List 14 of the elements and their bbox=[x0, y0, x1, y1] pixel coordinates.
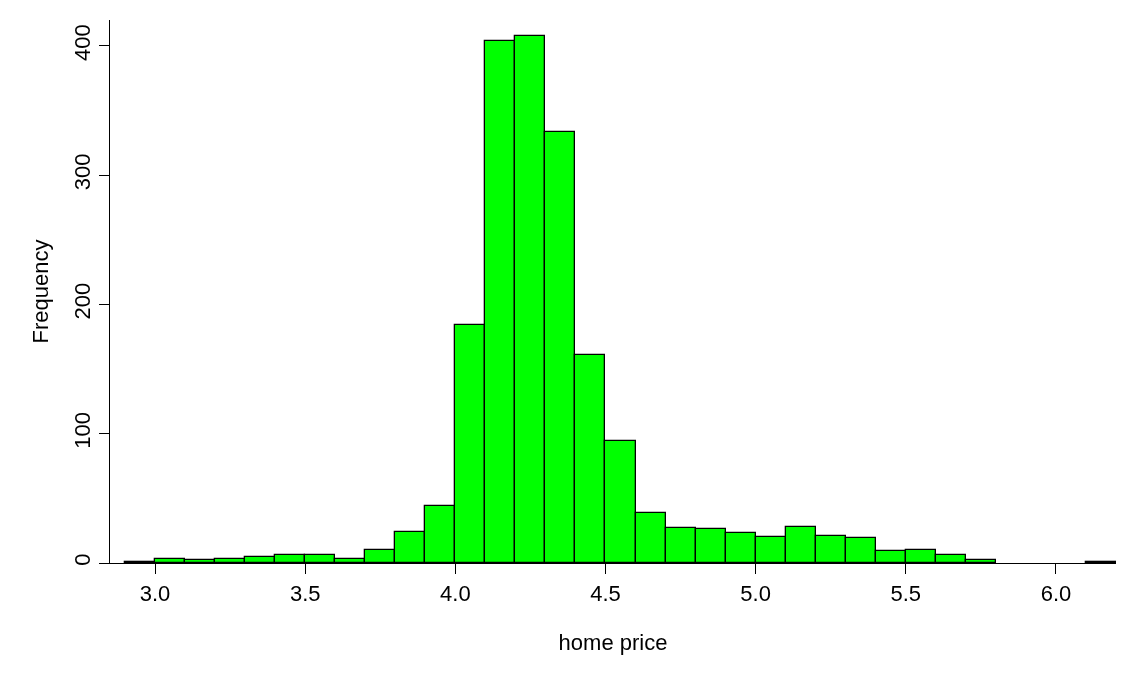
y-axis-title: Frequency bbox=[27, 239, 53, 344]
x-tick-label: 3.5 bbox=[289, 580, 321, 606]
y-tick-label: 400 bbox=[70, 24, 96, 61]
x-tick-label: 6.0 bbox=[1040, 580, 1072, 606]
y-tick-label: 0 bbox=[70, 553, 96, 566]
y-tick-label: 300 bbox=[70, 153, 96, 191]
x-tick-label: 5.0 bbox=[740, 580, 771, 606]
x-tick-label: 4.0 bbox=[440, 580, 471, 606]
y-tick-label: 100 bbox=[70, 412, 96, 449]
x-axis-title: home price bbox=[558, 630, 668, 656]
x-tick-label: 5.5 bbox=[890, 580, 922, 606]
x-tick-label: 4.5 bbox=[590, 580, 621, 606]
x-tick-label: 3.0 bbox=[139, 580, 171, 606]
y-tick-label: 200 bbox=[70, 282, 96, 320]
